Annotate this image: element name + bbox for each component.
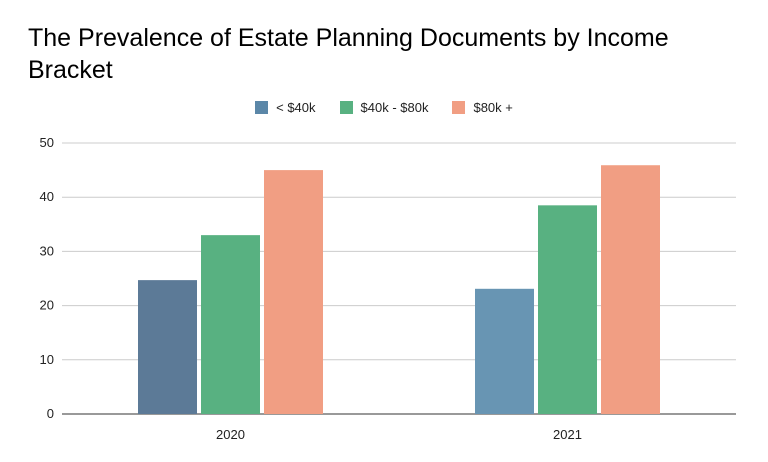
legend-item-under-40k[interactable]: < $40k	[255, 100, 316, 115]
bar	[201, 235, 260, 414]
y-tick-label: 0	[47, 406, 54, 421]
legend-label-40k-80k: $40k - $80k	[360, 100, 429, 115]
y-tick-label: 30	[40, 243, 54, 258]
legend-item-80k-plus[interactable]: $80k +	[452, 100, 513, 115]
x-tick-label: 2021	[553, 427, 582, 442]
y-tick-label: 20	[40, 298, 54, 313]
y-tick-label: 40	[40, 189, 54, 204]
chart-title: The Prevalence of Estate Planning Docume…	[28, 24, 669, 84]
legend-item-40k-80k[interactable]: $40k - $80k	[339, 100, 429, 115]
bar	[601, 165, 660, 414]
legend-label-80k-plus: $80k +	[473, 100, 513, 115]
bar	[264, 170, 323, 414]
x-tick-label: 2020	[216, 427, 245, 442]
legend-swatch-40k-80k	[339, 101, 353, 114]
y-tick-label: 10	[40, 352, 54, 367]
bar	[538, 205, 597, 414]
bar	[475, 288, 534, 414]
legend-label-under-40k: < $40k	[276, 100, 316, 115]
y-tick-label: 50	[40, 135, 54, 150]
legend: < $40k $40k - $80k $80k +	[0, 100, 768, 115]
bar	[138, 280, 197, 414]
legend-swatch-80k-plus	[452, 101, 466, 114]
legend-swatch-under-40k	[255, 101, 269, 114]
